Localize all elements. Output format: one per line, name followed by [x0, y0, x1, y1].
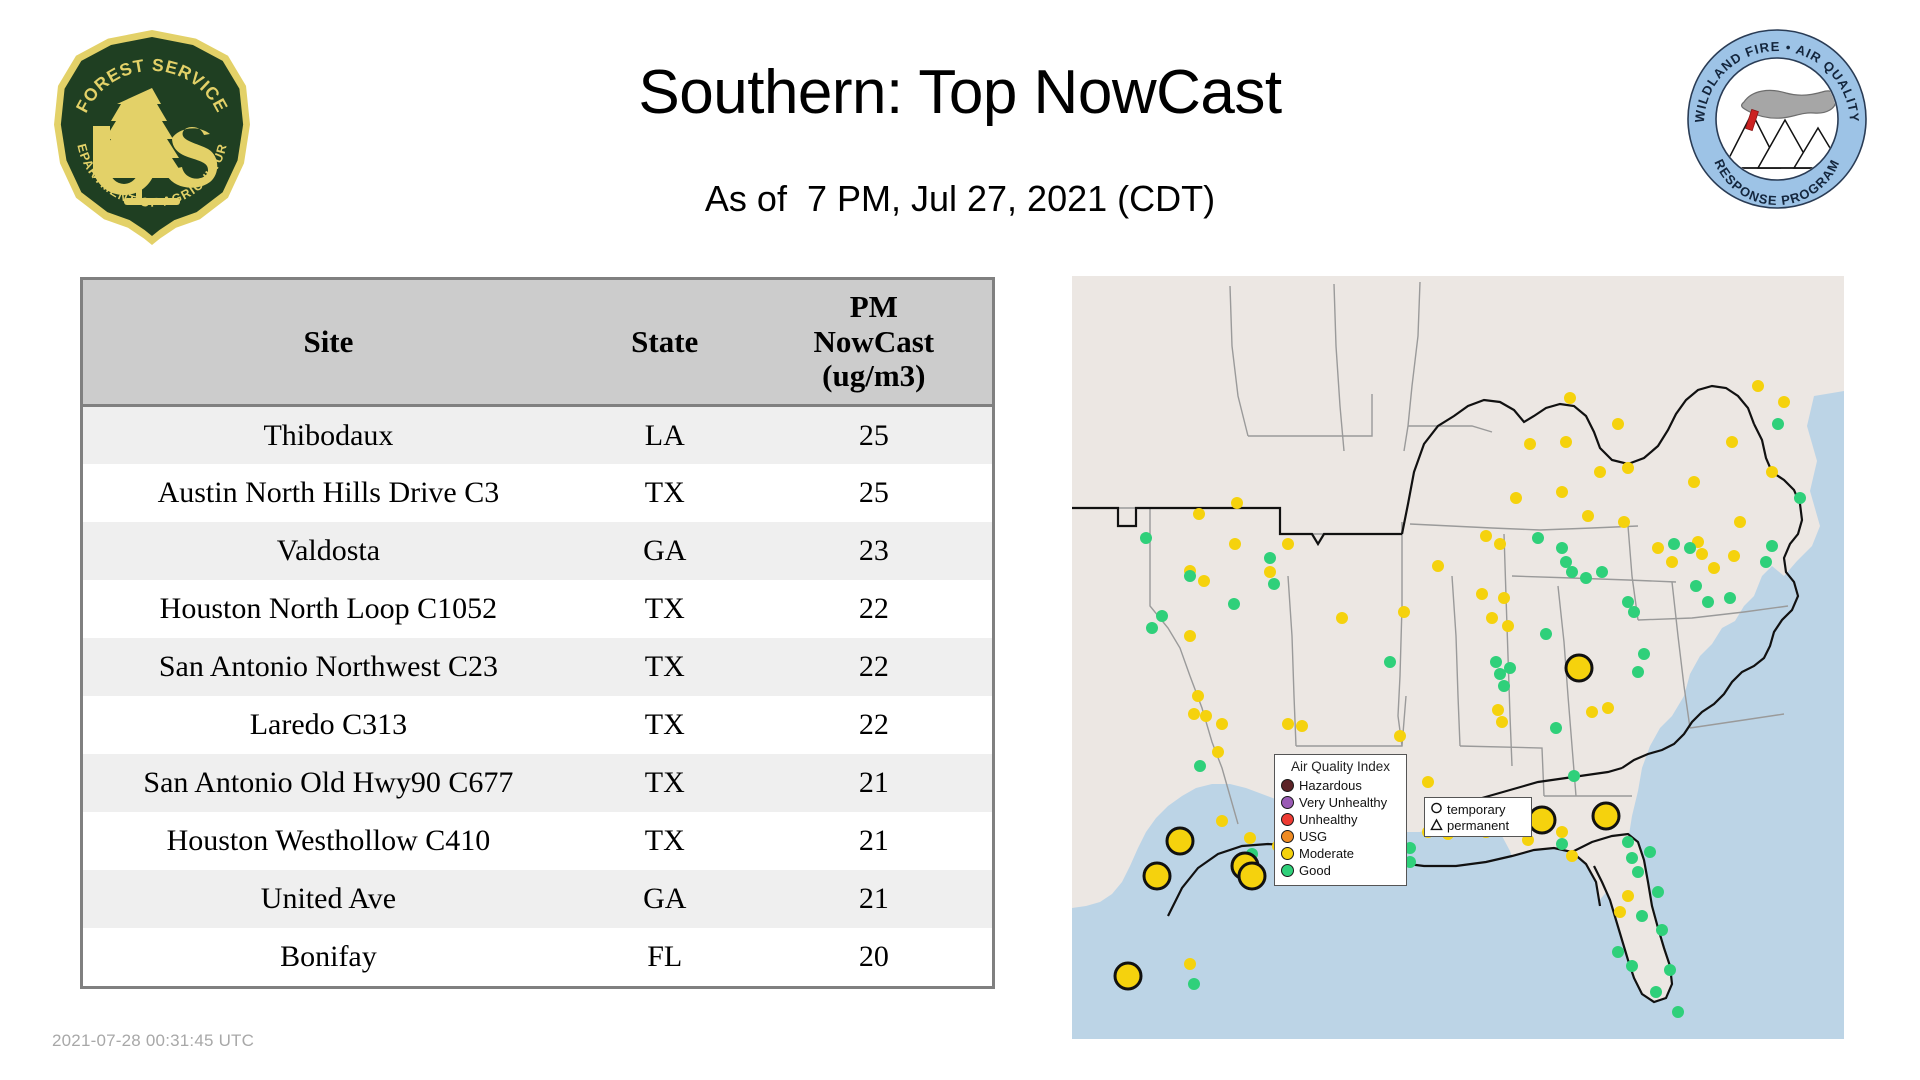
aqi-legend-item-very-unhealthy: Very Unhealthy — [1281, 794, 1400, 811]
table-header-row: Site State PM NowCast (ug/m3) — [83, 280, 992, 408]
cell-site: Thibodaux — [83, 405, 574, 464]
column-header-site[interactable]: Site — [83, 280, 574, 408]
cell-site: Austin North Hills Drive C3 — [83, 463, 574, 522]
cell-state: TX — [573, 637, 756, 696]
forest-service-emblem-icon: FOREST SERVICE DEPARTMENT OF AGRICULTURE — [52, 30, 231, 210]
cell-value: 20 — [755, 927, 992, 986]
table-row[interactable]: Valdosta GA 23 — [83, 521, 992, 580]
gulf-of-mexico — [1168, 844, 1600, 1039]
marker-good-group[interactable] — [1140, 418, 1806, 1018]
aqi-legend-title: Air Quality Index — [1290, 759, 1391, 774]
cell-state: LA — [573, 405, 756, 464]
aqi-swatch-good — [1281, 864, 1294, 877]
cell-value: 25 — [755, 463, 992, 522]
map-canvas[interactable] — [1072, 276, 1844, 1039]
site-legend-label-permanent: permanent — [1447, 817, 1510, 833]
cell-site: San Antonio Old Hwy90 C677 — [83, 753, 574, 812]
top-site-markers[interactable] — [1113, 653, 1621, 991]
circle-icon — [1431, 802, 1442, 814]
cell-site: Houston North Loop C1052 — [83, 579, 574, 638]
aqi-swatch-moderate — [1281, 847, 1294, 860]
cell-state: GA — [573, 869, 756, 928]
cell-site: Bonifay — [83, 927, 574, 986]
cell-value: 21 — [755, 753, 992, 812]
cell-value: 22 — [755, 637, 992, 696]
pm-line-2: NowCast — [813, 323, 935, 359]
cell-site: Houston Westhollow C410 — [83, 811, 574, 870]
aqi-label-very-unhealthy: Very Unhealthy — [1299, 795, 1388, 810]
triangle-icon — [1430, 818, 1443, 831]
table-body: Thibodaux LA 25 Austin North Hills Drive… — [83, 405, 992, 986]
marker-moderate-group[interactable] — [1184, 380, 1790, 970]
aqi-swatch-very-unhealthy — [1281, 796, 1294, 809]
cell-state: FL — [573, 927, 756, 986]
aqi-swatch-usg — [1281, 830, 1294, 843]
pm-line-3: (ug/m3) — [822, 358, 926, 394]
column-header-state[interactable]: State — [573, 280, 756, 408]
page-subtitle: As of 7 PM, Jul 27, 2021 (CDT) — [704, 178, 1216, 219]
table-row[interactable]: Austin North Hills Drive C3 TX 25 — [83, 463, 992, 522]
map-landmass — [1072, 276, 1844, 926]
cell-site: Valdosta — [83, 521, 574, 580]
cell-state: TX — [573, 579, 756, 638]
aqi-swatch-unhealthy — [1281, 813, 1294, 826]
cell-state: TX — [573, 463, 756, 522]
cell-value: 25 — [755, 405, 992, 464]
table-row[interactable]: United Ave GA 21 — [83, 869, 992, 928]
cell-state: GA — [573, 521, 756, 580]
table-row[interactable]: Houston North Loop C1052 TX 22 — [83, 579, 992, 638]
generated-timestamp: 2021-07-28 00:31:45 UTC — [52, 1031, 255, 1050]
site-legend-label-temporary: temporary — [1447, 801, 1506, 817]
aqi-legend: Air Quality Index Hazardous Very Unhealt… — [1274, 754, 1407, 886]
cell-site: United Ave — [83, 869, 574, 928]
cell-state: TX — [573, 753, 756, 812]
aqi-legend-item-moderate: Moderate — [1281, 845, 1400, 862]
cell-value: 22 — [755, 695, 992, 754]
top-nowcast-table: Site State PM NowCast (ug/m3) Thibodaux … — [80, 277, 995, 989]
forest-service-logo: FOREST SERVICE DEPARTMENT OF AGRICULTURE — [52, 30, 252, 245]
table-row[interactable]: Bonifay FL 20 — [83, 927, 992, 986]
cell-site: San Antonio Northwest C23 — [83, 637, 574, 696]
air-quality-map[interactable]: Air Quality Index Hazardous Very Unhealt… — [1072, 276, 1844, 1039]
cell-state: TX — [573, 811, 756, 870]
aqi-label-good: Good — [1299, 863, 1331, 878]
florida-peninsula — [1592, 834, 1672, 1002]
cell-value: 23 — [755, 521, 992, 580]
aqi-legend-item-usg: USG — [1281, 828, 1400, 845]
column-header-pm-nowcast[interactable]: PM NowCast (ug/m3) — [755, 280, 992, 408]
program-roundel-icon: WILDLAND FIRE • AIR QUALITY RESPONSE PRO… — [1687, 29, 1867, 209]
cell-value: 21 — [755, 811, 992, 870]
aqi-legend-item-good: Good — [1281, 862, 1400, 879]
aqi-label-hazardous: Hazardous — [1299, 778, 1362, 793]
aqi-label-unhealthy: Unhealthy — [1299, 812, 1358, 827]
table-row[interactable]: Houston Westhollow C410 TX 21 — [83, 811, 992, 870]
table-row[interactable]: San Antonio Old Hwy90 C677 TX 21 — [83, 753, 992, 812]
table-row[interactable]: Laredo C313 TX 22 — [83, 695, 992, 754]
site-legend-item-permanent: permanent — [1430, 817, 1526, 833]
table-row[interactable]: Thibodaux LA 25 — [83, 405, 992, 464]
page-title: Southern: Top NowCast — [638, 58, 1282, 127]
pm-line-1: PM — [849, 289, 898, 324]
aqi-legend-item-unhealthy: Unhealthy — [1281, 811, 1400, 828]
cell-value: 22 — [755, 579, 992, 638]
site-legend-item-temporary: temporary — [1430, 801, 1526, 817]
aqi-label-moderate: Moderate — [1299, 846, 1354, 861]
aqi-swatch-hazardous — [1281, 779, 1294, 792]
wildland-fire-air-quality-logo: WILDLAND FIRE • AIR QUALITY RESPONSE PRO… — [1686, 28, 1868, 210]
cell-site: Laredo C313 — [83, 695, 574, 754]
table-row[interactable]: San Antonio Northwest C23 TX 22 — [83, 637, 992, 696]
aqi-legend-item-hazardous: Hazardous — [1281, 777, 1400, 794]
cell-value: 21 — [755, 869, 992, 928]
cell-state: TX — [573, 695, 756, 754]
aqi-label-usg: USG — [1299, 829, 1328, 844]
site-type-legend: temporary permanent — [1424, 797, 1532, 837]
